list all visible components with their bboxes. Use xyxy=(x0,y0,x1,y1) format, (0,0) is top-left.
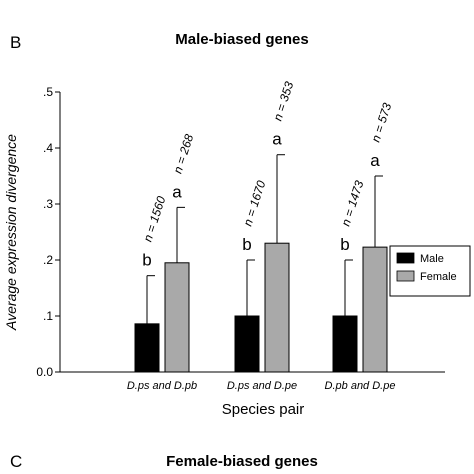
y-axis: 0.0 .1 .2 .3 .4 .5 xyxy=(36,85,61,379)
x-category-label: D.pb and D.pe xyxy=(325,380,396,392)
x-axis: D.ps and D.pb D.ps and D.pe D.pb and D.pe xyxy=(60,371,445,392)
female-bar xyxy=(164,262,190,373)
legend-swatch xyxy=(396,270,415,282)
female-bar xyxy=(362,246,388,373)
sample-size-label: n = 1670 xyxy=(241,179,269,228)
x-category-label: D.ps and D.pb xyxy=(127,380,197,392)
male-bar xyxy=(332,315,358,373)
y-tick-label: .5 xyxy=(43,85,53,99)
sample-size-label: n = 1560 xyxy=(141,194,169,243)
significance-letter: a xyxy=(172,182,182,201)
legend-swatch xyxy=(396,252,415,264)
y-tick-label: .2 xyxy=(43,253,53,267)
significance-letter: a xyxy=(272,130,282,149)
panel-c-title: Female-biased genes xyxy=(166,453,318,470)
sample-size-label: n = 573 xyxy=(369,101,395,144)
y-tick-label: .3 xyxy=(43,197,53,211)
sample-size-label: n = 268 xyxy=(171,132,197,175)
y-tick-label: .4 xyxy=(43,141,53,155)
sample-size-label: n = 353 xyxy=(271,80,297,123)
female-bar xyxy=(264,242,290,373)
significance-letter: a xyxy=(370,151,380,170)
y-tick-label: 0.0 xyxy=(36,365,53,379)
sample-size-label: n = 1473 xyxy=(339,179,367,228)
chart-title: Male-biased genes xyxy=(175,31,308,48)
y-tick-label: .1 xyxy=(43,309,53,323)
panel-c-letter: C xyxy=(10,452,22,471)
x-category-label: D.ps and D.pe xyxy=(227,380,297,392)
x-axis-title: Species pair xyxy=(222,401,305,418)
panel-b-letter: B xyxy=(10,33,21,52)
significance-letter: b xyxy=(242,235,251,254)
male-bar xyxy=(134,323,160,373)
legend-label: Male xyxy=(420,253,444,265)
legend: Male Female xyxy=(389,245,471,297)
significance-letter: b xyxy=(340,235,349,254)
legend-label: Female xyxy=(420,271,457,283)
significance-letter: b xyxy=(142,251,151,270)
male-bar xyxy=(234,315,260,373)
y-axis-title: Average expression divergence xyxy=(3,134,19,331)
